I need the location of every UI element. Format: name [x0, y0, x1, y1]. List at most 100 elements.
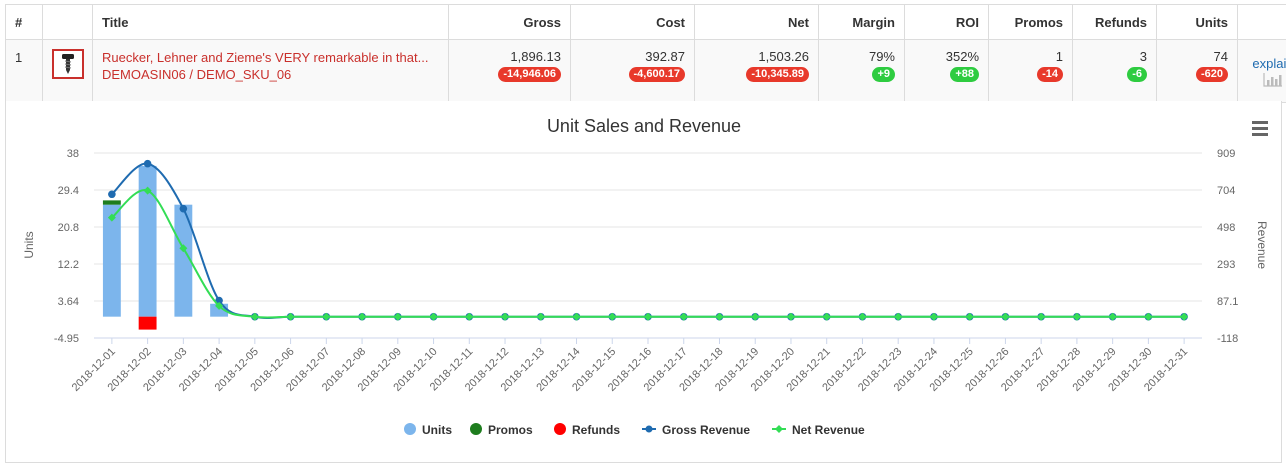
col-header-roi[interactable]: ROI: [904, 4, 989, 40]
gross-delta-badge: -14,946.06: [498, 67, 561, 82]
net-revenue-point: [1108, 312, 1117, 321]
col-header-units[interactable]: Units: [1156, 4, 1238, 40]
promos-bar: [102, 200, 121, 205]
y-tick-label: -4.95: [54, 333, 79, 345]
y2-tick-label: 87.1: [1217, 296, 1238, 308]
net-revenue-point: [501, 312, 510, 321]
promos-delta-badge: -14: [1037, 67, 1063, 82]
net-delta-badge: -10,345.89: [746, 67, 809, 82]
net-revenue-legend-label: Net Revenue: [792, 423, 865, 437]
units-cell: 74 -620: [1156, 39, 1238, 103]
units-bar: [174, 204, 193, 317]
col-header-title[interactable]: Title: [92, 4, 449, 40]
gross-revenue-legend-symbol: [645, 425, 653, 433]
refunds-value: 3: [1139, 49, 1147, 64]
net-revenue-legend-symbol: [775, 425, 783, 433]
net-revenue-point: [965, 312, 974, 321]
col-header-refunds[interactable]: Refunds: [1072, 4, 1157, 40]
gross-cell: 1,896.13 -14,946.06: [448, 39, 571, 103]
net-revenue-point: [929, 312, 938, 321]
net-revenue-point: [393, 312, 402, 321]
refunds-bar: [138, 316, 157, 330]
product-thumbnail[interactable]: [52, 49, 84, 79]
units-delta-badge: -620: [1195, 67, 1228, 82]
y-tick-label: 3.64: [58, 296, 79, 308]
legend-item-units[interactable]: Units: [404, 423, 452, 437]
net-cell: 1,503.26 -10,345.89: [694, 39, 819, 103]
legend-item-promos[interactable]: Promos: [470, 423, 533, 437]
units-bar: [102, 204, 121, 317]
units-legend-symbol: [404, 423, 416, 435]
net-revenue-point: [1072, 312, 1081, 321]
col-header-explain: [1237, 4, 1286, 40]
cost-value: 392.87: [645, 49, 685, 64]
net-revenue-point: [715, 312, 724, 321]
net-revenue-point: [322, 312, 331, 321]
product-sku-link[interactable]: DEMOASIN06 / DEMO_SKU_06: [102, 67, 292, 82]
y2-tick-label: -118: [1217, 333, 1238, 345]
table-header-row: # Title Gross Cost Net Margin ROI Promos…: [5, 4, 1286, 40]
net-revenue-line: [111, 189, 1185, 319]
col-header-gross[interactable]: Gross: [448, 4, 571, 40]
bar-chart-icon[interactable]: [1263, 73, 1283, 87]
net-revenue-point: [608, 312, 617, 321]
net-revenue-point: [429, 312, 438, 321]
y-tick-label: 29.4: [58, 185, 79, 197]
promos-legend-label: Promos: [488, 423, 533, 437]
explain-cell: explain: [1237, 39, 1286, 103]
net-revenue-point: [1001, 312, 1010, 321]
promos-cell: 1 -14: [988, 39, 1073, 103]
net-revenue-point: [572, 312, 581, 321]
roi-delta-badge: +88: [950, 67, 979, 82]
explain-link[interactable]: explain: [1252, 56, 1286, 71]
hamburger-menu-icon[interactable]: [1252, 121, 1268, 136]
sales-table: # Title Gross Cost Net Margin ROI Promos…: [5, 4, 1286, 103]
cost-cell: 392.87 -4,600.17: [570, 39, 695, 103]
net-revenue-point: [1037, 312, 1046, 321]
col-header-net[interactable]: Net: [694, 4, 819, 40]
y2-axis-title: Revenue: [1255, 221, 1269, 269]
col-header-index[interactable]: #: [5, 4, 43, 40]
col-header-thumb: [42, 4, 93, 40]
net-revenue-point: [644, 312, 652, 321]
col-header-margin[interactable]: Margin: [818, 4, 905, 40]
row-index: 1: [5, 39, 43, 103]
y-tick-label: 20.8: [58, 222, 79, 234]
y2-tick-label: 498: [1217, 222, 1235, 234]
row-thumb-cell: [42, 39, 93, 103]
col-header-cost[interactable]: Cost: [570, 4, 695, 40]
roi-cell: 352% +88: [904, 39, 989, 103]
net-revenue-point: [822, 312, 831, 321]
legend-item-gross-revenue[interactable]: Gross Revenue: [642, 423, 750, 437]
y2-tick-label: 909: [1217, 148, 1235, 160]
y2-tick-label: 293: [1217, 259, 1235, 271]
net-revenue-point: [286, 312, 295, 321]
gross-revenue-point: [179, 204, 188, 213]
y-axis-title: Units: [22, 231, 36, 258]
product-title-link[interactable]: Ruecker, Lehner and Zieme's VERY remarka…: [102, 50, 429, 65]
screw-product-icon: [62, 54, 74, 74]
margin-delta-badge: +9: [872, 67, 895, 82]
margin-value: 79%: [868, 49, 895, 64]
net-revenue-point: [1144, 312, 1153, 321]
refunds-cell: 3 -6: [1072, 39, 1157, 103]
net-value: 1,503.26: [758, 49, 809, 64]
unit-sales-revenue-chart: Unit Sales and Revenue Units Revenue 38 9…: [22, 116, 1269, 437]
margin-cell: 79% +9: [818, 39, 905, 103]
net-revenue-point: [894, 312, 903, 321]
net-revenue-point: [858, 312, 867, 321]
units-legend-label: Units: [422, 423, 452, 437]
net-revenue-point: [107, 213, 116, 222]
refunds-legend-symbol: [554, 423, 566, 435]
net-revenue-point: [465, 312, 474, 321]
net-revenue-point: [358, 312, 367, 321]
cost-delta-badge: -4,600.17: [628, 67, 685, 82]
gross-revenue-point: [143, 159, 152, 168]
y-tick-label: 38: [67, 148, 79, 160]
legend-item-net-revenue[interactable]: Net Revenue: [772, 423, 865, 437]
legend-item-refunds[interactable]: Refunds: [554, 423, 620, 437]
gross-revenue-point: [108, 190, 116, 199]
col-header-promos[interactable]: Promos: [988, 4, 1073, 40]
table-row[interactable]: 1 Ruecker, Lehner and Zieme's VERY remar…: [5, 39, 1286, 103]
promos-legend-symbol: [470, 423, 482, 435]
